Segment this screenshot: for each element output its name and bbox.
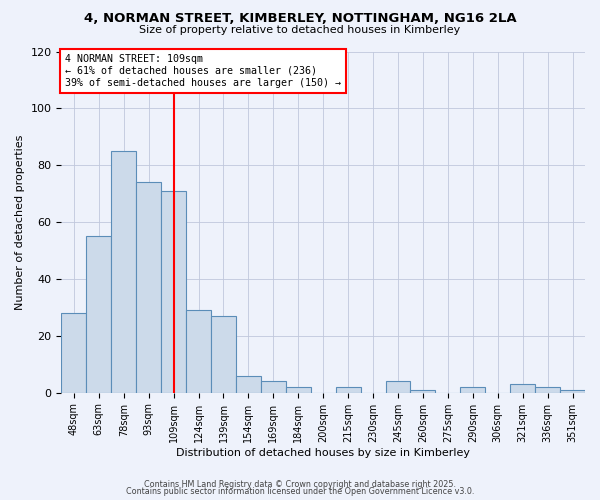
Bar	[111, 151, 136, 392]
Bar	[560, 390, 585, 392]
Bar	[161, 191, 186, 392]
Bar	[136, 182, 161, 392]
Text: Size of property relative to detached houses in Kimberley: Size of property relative to detached ho…	[139, 25, 461, 35]
Bar	[186, 310, 211, 392]
Bar	[286, 387, 311, 392]
X-axis label: Distribution of detached houses by size in Kimberley: Distribution of detached houses by size …	[176, 448, 470, 458]
Bar	[261, 382, 286, 392]
Bar	[410, 390, 436, 392]
Bar	[86, 236, 111, 392]
Bar	[211, 316, 236, 392]
Bar	[535, 387, 560, 392]
Bar	[335, 387, 361, 392]
Text: Contains HM Land Registry data © Crown copyright and database right 2025.: Contains HM Land Registry data © Crown c…	[144, 480, 456, 489]
Bar	[236, 376, 261, 392]
Y-axis label: Number of detached properties: Number of detached properties	[15, 134, 25, 310]
Text: 4, NORMAN STREET, KIMBERLEY, NOTTINGHAM, NG16 2LA: 4, NORMAN STREET, KIMBERLEY, NOTTINGHAM,…	[83, 12, 517, 26]
Bar	[510, 384, 535, 392]
Bar	[460, 387, 485, 392]
Text: 4 NORMAN STREET: 109sqm
← 61% of detached houses are smaller (236)
39% of semi-d: 4 NORMAN STREET: 109sqm ← 61% of detache…	[65, 54, 341, 88]
Text: Contains public sector information licensed under the Open Government Licence v3: Contains public sector information licen…	[126, 487, 474, 496]
Bar	[386, 382, 410, 392]
Bar	[61, 313, 86, 392]
